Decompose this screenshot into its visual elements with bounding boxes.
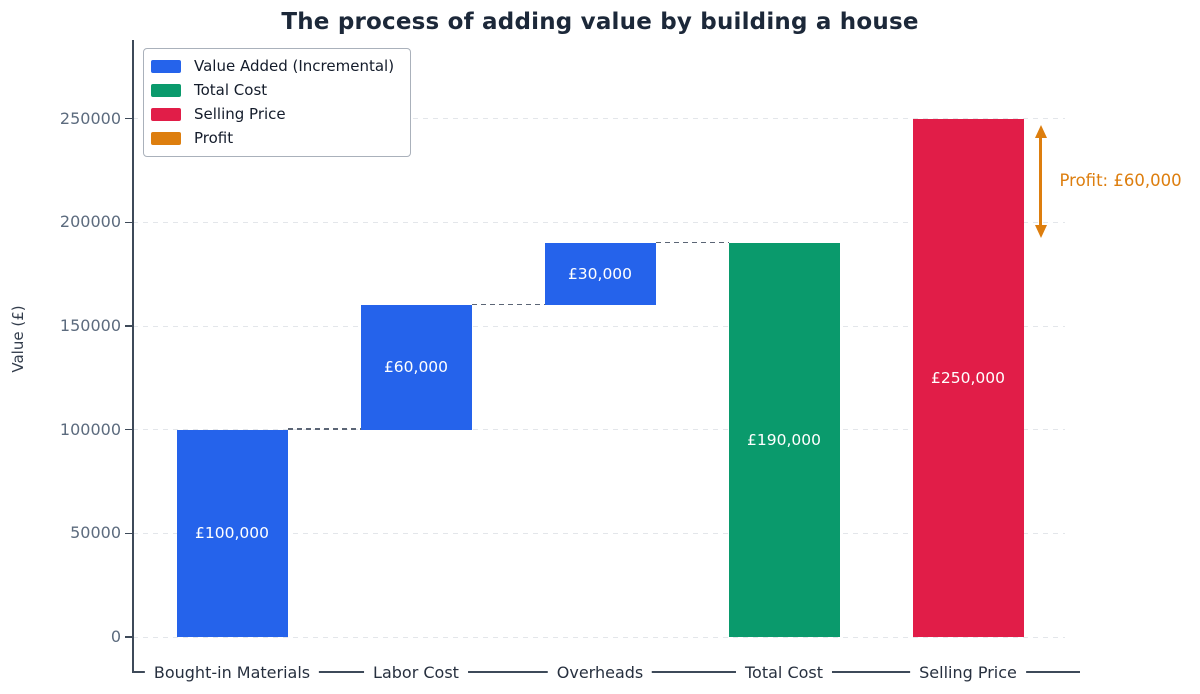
y-axis-title: Value (£) [9,305,27,373]
bar-value-label: £190,000 [747,431,821,450]
profit-arrow-up-head [1034,124,1047,138]
connector-line [655,241,729,244]
x-axis-label-bought-in-materials: Bought-in Materials [144,662,320,683]
bar-labor-cost: £60,000 [360,305,472,430]
y-tick-mark [125,325,132,327]
gridline [133,118,1065,120]
bar-value-label: £30,000 [567,265,633,284]
profit-label: Profit: £60,000 [1059,171,1182,191]
legend-item-profit: Profit [144,126,410,150]
legend-swatch [151,59,181,73]
y-tick-label: 150000 [59,316,121,336]
bar-selling-price: £250,000 [912,118,1024,637]
legend-item-value-added-incremental: Value Added (Incremental) [144,54,410,78]
connector-line [287,428,361,430]
profit-arrow-down-head [1034,225,1047,239]
legend: Value Added (Incremental) Total Cost Selli… [143,48,411,157]
x-axis-label-labor-cost: Labor Cost [364,662,468,683]
chart-title: The process of adding value by building … [281,9,919,35]
legend-swatch [151,107,181,121]
y-tick-label: 0 [110,627,121,646]
x-axis-label-selling-price: Selling Price [910,662,1026,683]
y-tick-mark [125,532,132,535]
y-tick-mark [125,221,132,224]
legend-item-total-cost: Total Cost [144,78,410,102]
legend-label: Value Added (Incremental) [194,57,395,75]
gridline [133,221,1065,223]
y-tick-label: 50000 [70,523,121,543]
legend-label: Profit [194,129,234,147]
bar-total-cost: £190,000 [728,243,840,637]
profit-arrow-shaft [1039,134,1042,229]
y-tick-mark [125,428,132,431]
gridline [133,532,1065,534]
gridline [133,325,1065,327]
y-axis-spine [132,40,134,673]
legend-swatch [151,131,181,145]
legend-label: Total Cost [194,81,268,99]
bar-overheads: £30,000 [544,243,656,306]
y-tick-label: 200000 [59,212,121,232]
y-tick-mark [125,636,132,638]
gridline [133,429,1065,431]
x-axis-label-overheads: Overheads [547,662,653,683]
legend-item-selling-price: Selling Price [144,102,410,126]
y-tick-label: 250000 [59,108,121,128]
legend-swatch [151,83,181,97]
bar-value-label: £60,000 [383,358,449,377]
bar-value-label: £250,000 [931,368,1005,387]
y-tick-mark [125,117,132,120]
y-tick-label: 100000 [59,419,121,439]
connector-line [471,303,545,306]
bar-value-label: £100,000 [195,524,269,543]
legend-label: Selling Price [194,105,286,123]
x-axis-label-total-cost: Total Cost [735,662,833,683]
bar-bought-in-materials: £100,000 [176,429,288,637]
gridline [133,636,1065,638]
